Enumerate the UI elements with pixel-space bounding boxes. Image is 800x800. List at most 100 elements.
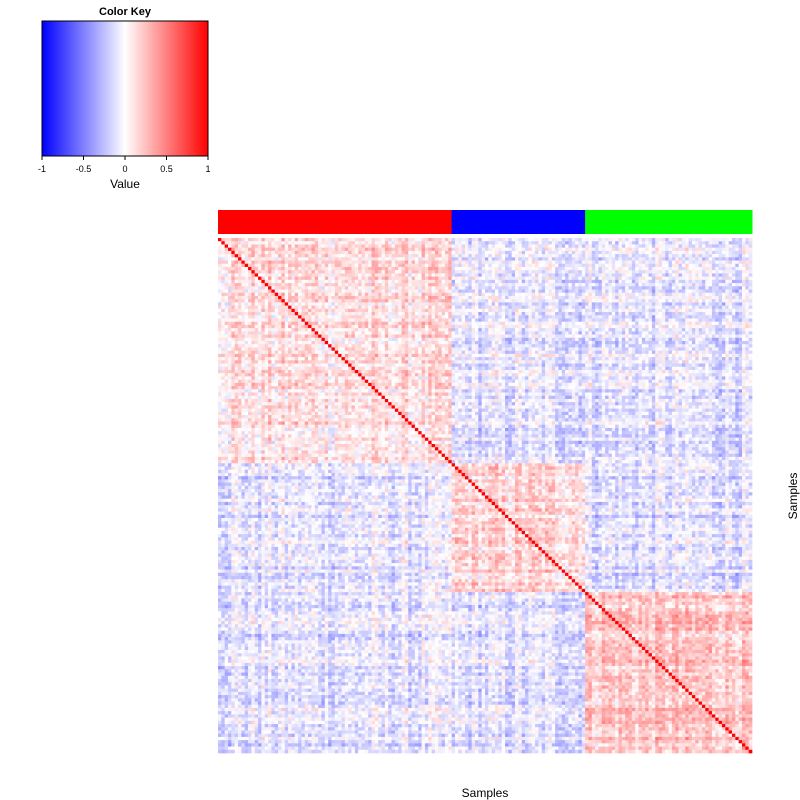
heatmap-cell	[382, 254, 386, 258]
heatmap-cell	[712, 251, 716, 255]
heatmap-cell	[331, 248, 335, 252]
heatmap-cell	[515, 251, 519, 255]
heatmap-cell	[525, 241, 529, 245]
heatmap-cell	[235, 251, 239, 255]
heatmap-cell	[672, 241, 676, 245]
heatmap-cell	[448, 254, 452, 258]
heatmap-cell	[305, 257, 309, 261]
heatmap-cell	[652, 238, 656, 242]
heatmap-cell	[362, 248, 366, 252]
heatmap-cell	[338, 254, 342, 258]
heatmap-cell	[659, 244, 663, 248]
heatmap-cell	[542, 257, 546, 261]
heatmap-cell	[702, 251, 706, 255]
heatmap-cell	[265, 251, 269, 255]
heatmap-figure: Color Key -1 -0.5 0 0.5 1 Value Samples Samp…	[0, 0, 800, 800]
heatmap-cell	[482, 244, 486, 248]
heatmap-cell	[258, 248, 262, 252]
heatmap-cell	[221, 244, 225, 248]
heatmap-cell	[659, 238, 663, 242]
heatmap-cell	[739, 257, 743, 261]
heatmap-cell	[238, 248, 242, 252]
heatmap-cell	[662, 257, 666, 261]
heatmap-cell	[352, 254, 356, 258]
heatmap-cell	[281, 257, 285, 261]
heatmap-cell	[675, 241, 679, 245]
heatmap-cell	[635, 257, 639, 261]
heatmap-cell	[425, 244, 429, 248]
heatmap-cell	[558, 244, 562, 248]
heatmap-cell	[669, 257, 673, 261]
heatmap-cell	[418, 248, 422, 252]
heatmap-cell	[245, 261, 249, 265]
heatmap-cell	[405, 241, 409, 245]
heatmap-cell	[295, 248, 299, 252]
heatmap-cell	[548, 254, 552, 258]
heatmap-cell	[475, 244, 479, 248]
heatmap-cell	[608, 254, 612, 258]
heatmap-cell	[649, 254, 653, 258]
heatmap-cell	[665, 244, 669, 248]
heatmap-cell	[685, 254, 689, 258]
heatmap-cell	[392, 257, 396, 261]
heatmap-cell	[475, 248, 479, 252]
heatmap-cell	[415, 238, 419, 242]
heatmap-cell	[265, 241, 269, 245]
heatmap-cell	[442, 251, 446, 255]
heatmap-cell	[251, 244, 255, 248]
color-key: Color Key -1 -0.5 0 0.5 1 Value	[38, 6, 211, 191]
heatmap-cell	[271, 251, 275, 255]
heatmap-cell	[468, 244, 472, 248]
heatmap-cell	[725, 238, 729, 242]
heatmap-cell	[275, 261, 279, 265]
heatmap-cell	[722, 254, 726, 258]
heatmap-cell	[508, 257, 512, 261]
heatmap-cell	[261, 261, 265, 265]
heatmap-cell	[699, 257, 703, 261]
heatmap-cell	[281, 238, 285, 242]
heatmap-cell	[408, 257, 412, 261]
heatmap-cell	[572, 241, 576, 245]
heatmap-cell	[495, 254, 499, 258]
heatmap-cell	[325, 251, 329, 255]
heatmap-cell	[508, 238, 512, 242]
heatmap-cell	[649, 244, 653, 248]
heatmap-cell	[602, 238, 606, 242]
heatmap-cell	[652, 251, 656, 255]
heatmap-cell	[218, 244, 222, 248]
heatmap-cell	[692, 241, 696, 245]
heatmap-cell	[225, 254, 229, 258]
heatmap-cell	[418, 257, 422, 261]
heatmap-cell	[642, 251, 646, 255]
heatmap-cell	[695, 254, 699, 258]
heatmap-cell	[378, 238, 382, 242]
heatmap-cell	[455, 248, 459, 252]
heatmap-cell	[218, 241, 222, 245]
heatmap-cell	[542, 244, 546, 248]
heatmap-cell	[518, 238, 522, 242]
heatmap-cell	[315, 244, 319, 248]
heatmap-cell	[251, 248, 255, 252]
heatmap-cell	[749, 238, 753, 242]
heatmap-cell	[619, 244, 623, 248]
heatmap-cell	[729, 244, 733, 248]
heatmap-cell	[712, 254, 716, 258]
heatmap-cell	[542, 254, 546, 258]
heatmap-cell	[438, 238, 442, 242]
heatmap-cell	[702, 238, 706, 242]
heatmap-cell	[535, 248, 539, 252]
heatmap-cell	[715, 254, 719, 258]
heatmap-cell	[462, 244, 466, 248]
heatmap-cell	[268, 251, 272, 255]
heatmap-cell	[649, 251, 653, 255]
color-key-ticks: -1 -0.5 0 0.5 1	[38, 156, 211, 174]
heatmap-cell	[341, 254, 345, 258]
heatmap-cell	[245, 238, 249, 242]
heatmap-cell	[298, 238, 302, 242]
heatmap-cell	[475, 254, 479, 258]
heatmap-cell	[341, 251, 345, 255]
heatmap-cell	[535, 257, 539, 261]
heatmap-cell	[395, 248, 399, 252]
heatmap-cell	[402, 241, 406, 245]
heatmap-cell	[629, 241, 633, 245]
